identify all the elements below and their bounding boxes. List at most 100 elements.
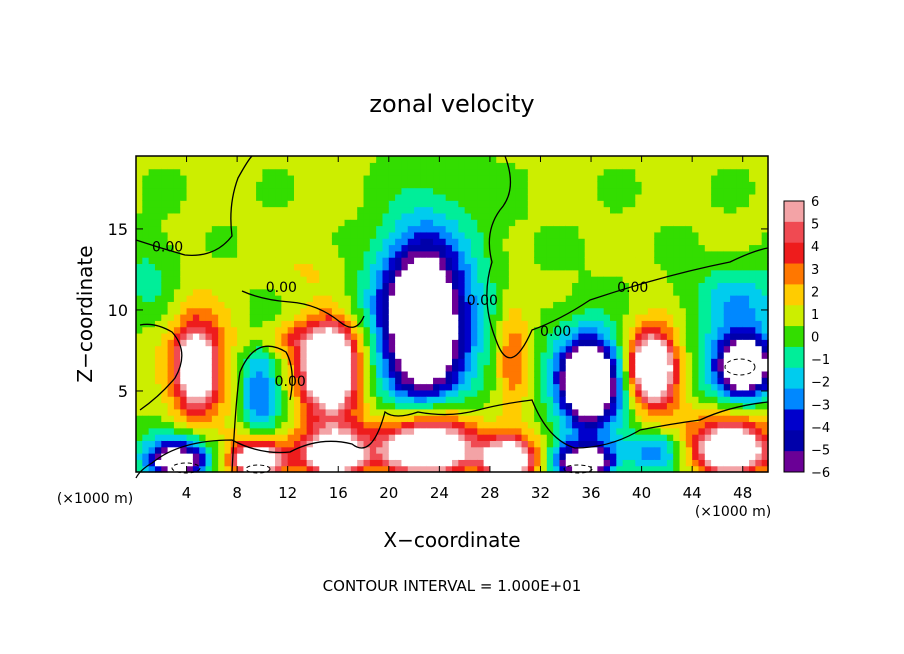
heatmap-cell	[622, 332, 630, 340]
heatmap-cell	[300, 288, 308, 296]
heatmap-cell	[420, 193, 428, 201]
heatmap-cell	[508, 370, 516, 378]
heatmap-cell	[136, 276, 143, 283]
heatmap-cell	[470, 225, 478, 233]
heatmap-cell	[363, 326, 371, 334]
heatmap-cell	[148, 339, 156, 347]
heatmap-cell	[698, 250, 706, 258]
heatmap-cell	[761, 187, 769, 195]
heatmap-cell	[584, 219, 592, 227]
heatmap-cell	[294, 295, 301, 302]
heatmap-cell	[717, 320, 725, 328]
heatmap-cell	[306, 389, 314, 397]
heatmap-cell	[312, 427, 320, 435]
heatmap-cell	[666, 301, 674, 309]
heatmap-cell	[268, 434, 276, 441]
heatmap-cell	[654, 314, 662, 321]
heatmap-cell	[742, 389, 750, 397]
heatmap-cell	[275, 162, 282, 170]
heatmap-cell	[477, 440, 485, 448]
heatmap-cell	[470, 219, 478, 227]
heatmap-cell	[230, 174, 238, 182]
heatmap-cell	[344, 282, 352, 290]
heatmap-cell	[325, 276, 333, 283]
heatmap-cell	[521, 465, 529, 473]
heatmap-cell	[483, 238, 491, 246]
heatmap-cell	[369, 168, 377, 176]
heatmap-cell	[192, 465, 200, 473]
heatmap-cell	[243, 421, 251, 429]
heatmap-cell	[414, 332, 421, 340]
heatmap-cell	[167, 314, 175, 321]
heatmap-cell	[666, 314, 674, 321]
heatmap-cell	[401, 193, 409, 201]
heatmap-cell	[521, 383, 529, 391]
heatmap-cell	[363, 174, 371, 182]
heatmap-cell	[761, 307, 769, 315]
heatmap-cell	[180, 257, 188, 265]
heatmap-cell	[218, 415, 226, 423]
heatmap-cell	[635, 187, 643, 195]
heatmap-cell	[584, 187, 592, 195]
heatmap-cell	[572, 364, 579, 372]
heatmap-cell	[369, 427, 377, 435]
heatmap-cell	[407, 295, 415, 302]
heatmap-cell	[496, 370, 504, 378]
heatmap-cell	[344, 370, 352, 378]
heatmap-cell	[489, 345, 497, 353]
heatmap-cell	[211, 459, 219, 467]
heatmap-cell	[635, 434, 643, 441]
heatmap-cell	[218, 465, 226, 473]
heatmap-cell	[262, 446, 270, 454]
heatmap-cell	[211, 345, 219, 353]
heatmap-cell	[395, 301, 403, 309]
heatmap-cell	[603, 238, 611, 246]
heatmap-cell	[243, 231, 251, 239]
heatmap-cell	[572, 453, 579, 460]
heatmap-cell	[622, 288, 630, 296]
heatmap-cell	[704, 453, 712, 460]
heatmap-cell	[496, 276, 504, 283]
heatmap-cell	[597, 156, 605, 163]
heatmap-cell	[755, 288, 763, 296]
heatmap-cell	[565, 415, 573, 423]
heatmap-cell	[344, 396, 352, 404]
heatmap-cell	[294, 383, 301, 391]
heatmap-cell	[312, 174, 320, 182]
heatmap-cell	[749, 453, 756, 460]
heatmap-cell	[287, 276, 295, 283]
heatmap-cell	[224, 263, 232, 271]
heatmap-cell	[433, 174, 440, 182]
heatmap-cell	[382, 402, 390, 410]
heatmap-cell	[521, 238, 529, 246]
heatmap-cell	[344, 288, 352, 296]
heatmap-cell	[565, 231, 573, 239]
heatmap-cell	[572, 219, 579, 227]
heatmap-cell	[540, 434, 548, 441]
heatmap-cell	[452, 156, 459, 163]
heatmap-cell	[205, 459, 213, 467]
heatmap-cell	[591, 370, 598, 378]
heatmap-cell	[414, 174, 421, 182]
heatmap-cell	[300, 225, 308, 233]
heatmap-cell	[464, 156, 472, 163]
heatmap-cell	[673, 370, 681, 378]
heatmap-cell	[287, 427, 295, 435]
heatmap-cell	[281, 212, 289, 220]
heatmap-cell	[723, 421, 731, 429]
heatmap-cell	[553, 174, 561, 182]
heatmap-cell	[736, 440, 744, 448]
heatmap-cell	[527, 219, 535, 227]
heatmap-cell	[420, 187, 428, 195]
heatmap-cell	[401, 219, 409, 227]
heatmap-cell	[192, 427, 200, 435]
heatmap-cell	[243, 250, 251, 258]
heatmap-cell	[445, 295, 453, 302]
heatmap-cell	[237, 408, 245, 416]
heatmap-cell	[369, 389, 377, 397]
heatmap-cell	[660, 415, 668, 423]
heatmap-cell	[660, 326, 668, 334]
heatmap-cell	[439, 301, 447, 309]
heatmap-cell	[148, 231, 156, 239]
heatmap-cell	[616, 351, 624, 359]
